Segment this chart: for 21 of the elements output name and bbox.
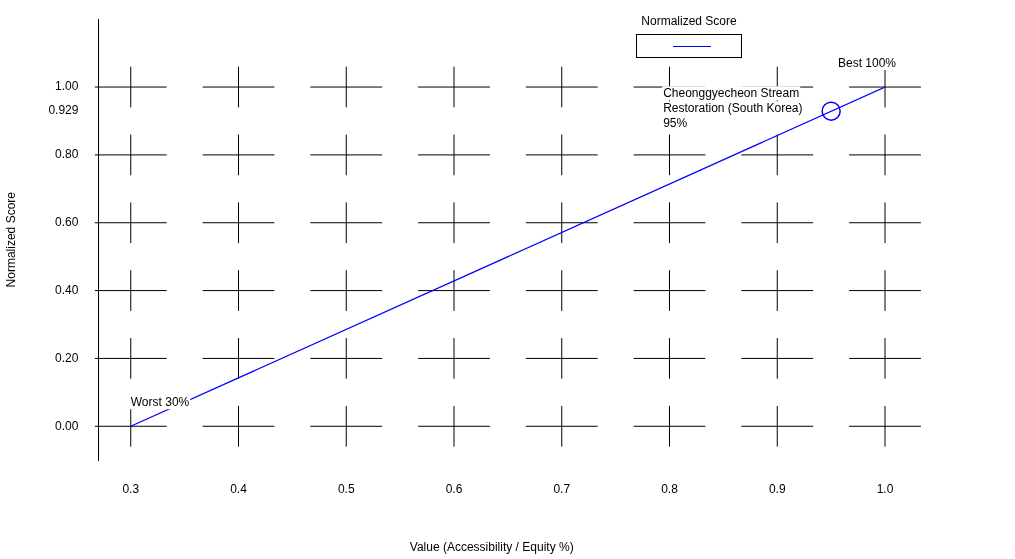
annotation: Worst 30% xyxy=(130,395,190,410)
y-axis-title: Normalized Score xyxy=(3,191,18,288)
x-tick-label: 0.7 xyxy=(553,481,571,496)
x-tick-label: 0.9 xyxy=(768,481,786,496)
y-tick-label: 0.20 xyxy=(55,350,79,365)
annotation: Best 100% xyxy=(837,56,897,71)
x-tick-label: 0.4 xyxy=(230,481,248,496)
x-axis-title: Value (Accessibility / Equity %) xyxy=(409,540,574,555)
x-tick-label: 0.3 xyxy=(122,481,140,496)
y-tick-label: 0.40 xyxy=(55,282,79,297)
x-tick-label: 0.6 xyxy=(445,481,463,496)
y-tick-label: 0.80 xyxy=(55,147,79,162)
y-tick-label: 0.929 xyxy=(48,103,79,118)
annotation: Cheonggyecheon Stream Restoration (South Korea) 95% xyxy=(663,86,803,131)
text: Normalized Score xyxy=(640,14,738,28)
y-tick-label: 0.00 xyxy=(55,418,79,433)
x-tick-label: 0.8 xyxy=(661,481,679,496)
y-tick-label: 0.60 xyxy=(55,215,79,230)
x-tick-label: 1.0 xyxy=(876,481,894,496)
x-tick-label: 0.5 xyxy=(337,481,355,496)
y-tick-label: 1.00 xyxy=(55,79,79,94)
